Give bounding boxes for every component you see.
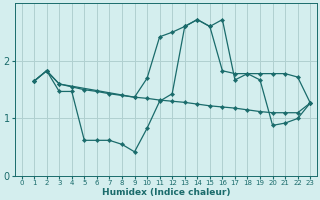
X-axis label: Humidex (Indice chaleur): Humidex (Indice chaleur) — [102, 188, 230, 197]
